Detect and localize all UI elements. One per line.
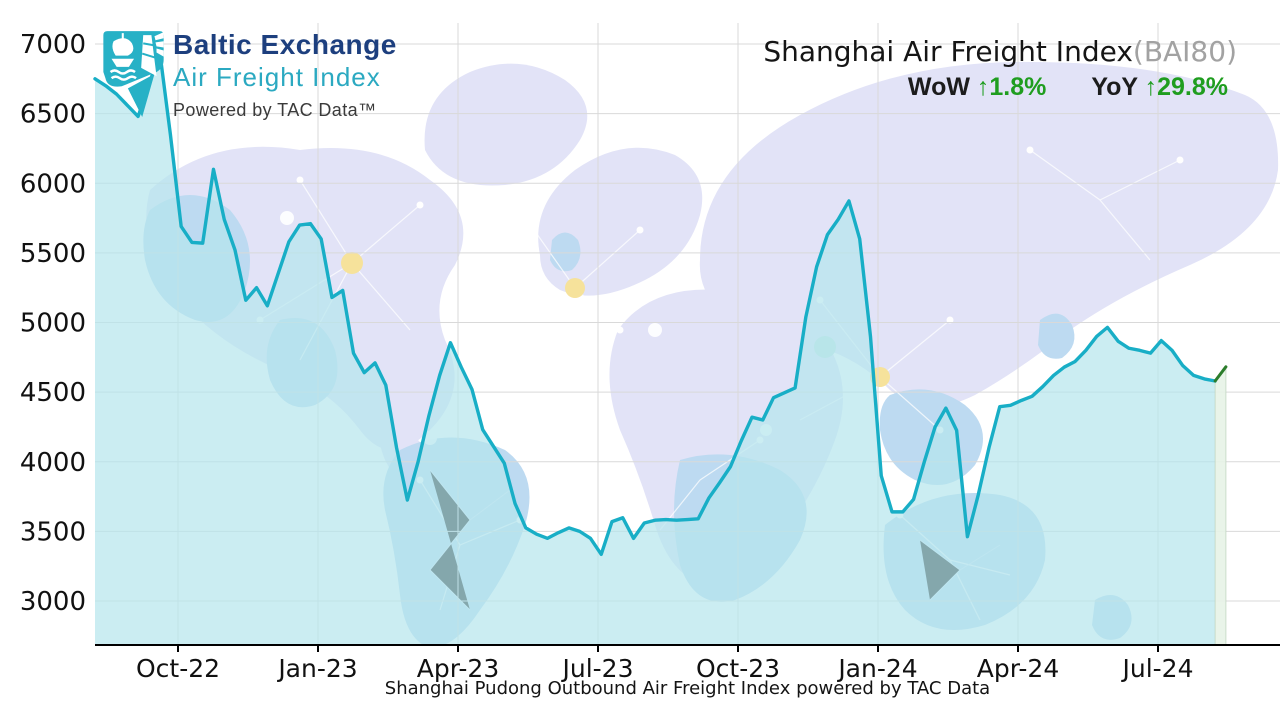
logo-brand-name: Baltic Exchange xyxy=(173,29,397,60)
index-area-fill xyxy=(95,50,1216,645)
y-tick-label: 5500 xyxy=(20,239,86,269)
x-tick-label: Jul-23 xyxy=(561,654,634,683)
x-tick-label: Jul-24 xyxy=(1121,654,1194,683)
logo-tagline: Powered by TAC Data™ xyxy=(173,100,377,120)
x-tick-label: Oct-22 xyxy=(136,654,220,683)
yoy-stat: YoY ↑29.8% xyxy=(1091,73,1228,101)
chart-title: Shanghai Air Freight Index(BAI80) xyxy=(763,35,1237,68)
latest-week-line-segment xyxy=(1213,365,1228,383)
chart-index-code: (BAI80) xyxy=(1132,35,1237,68)
baltic-exchange-logo xyxy=(97,27,169,119)
logo-text-block: Baltic Exchange Air Freight Index Powere… xyxy=(173,30,397,121)
x-axis-tick-marks xyxy=(177,645,1159,652)
y-tick-label: 4500 xyxy=(20,378,86,408)
y-tick-label: 6500 xyxy=(20,100,86,130)
x-tick-label: Apr-23 xyxy=(417,654,499,683)
latest-week-highlight-band xyxy=(1215,366,1226,645)
yoy-value: ↑29.8% xyxy=(1144,73,1228,101)
x-tick-label: Apr-24 xyxy=(977,654,1059,683)
y-tick-label: 4000 xyxy=(20,448,86,478)
yoy-label: YoY xyxy=(1091,73,1138,101)
chart-title-text: Shanghai Air Freight Index xyxy=(763,35,1133,68)
wow-stat: WoW ↑1.8% xyxy=(908,73,1046,101)
baltic-exchange-logo-shield xyxy=(103,31,164,117)
chart-caption: Shanghai Pudong Outbound Air Freight Ind… xyxy=(384,678,991,699)
x-tick-label: Oct-23 xyxy=(696,654,780,683)
y-tick-label: 6000 xyxy=(20,169,86,199)
y-tick-label: 3000 xyxy=(20,587,86,617)
latest-week-band-edges xyxy=(1214,366,1227,644)
chart-change-stats: WoW ↑1.8% YoY ↑29.8% xyxy=(908,73,1228,102)
logo-lighthouse-icon xyxy=(141,32,164,77)
y-tick-label: 7000 xyxy=(20,30,86,60)
logo-ship-icon xyxy=(111,33,135,67)
logo-waves-icon xyxy=(109,69,137,81)
x-tick-label: Jan-24 xyxy=(836,654,917,683)
wow-label: WoW xyxy=(907,73,970,101)
x-axis-tick-labels: Oct-22 Jan-23 Apr-23 Jul-23 Oct-23 Jan-24 Apr-… xyxy=(136,654,1194,683)
y-tick-label: 5000 xyxy=(20,309,86,339)
y-axis-tick-labels: 7000 6500 6000 5500 5000 4500 4000 3500 3000 xyxy=(20,30,86,617)
x-tick-label: Jan-23 xyxy=(276,654,357,683)
logo-product-name: Air Freight Index xyxy=(173,62,381,92)
index-line xyxy=(93,49,1217,557)
y-tick-label: 3500 xyxy=(20,517,86,547)
wow-value: ↑1.8% xyxy=(976,73,1047,101)
